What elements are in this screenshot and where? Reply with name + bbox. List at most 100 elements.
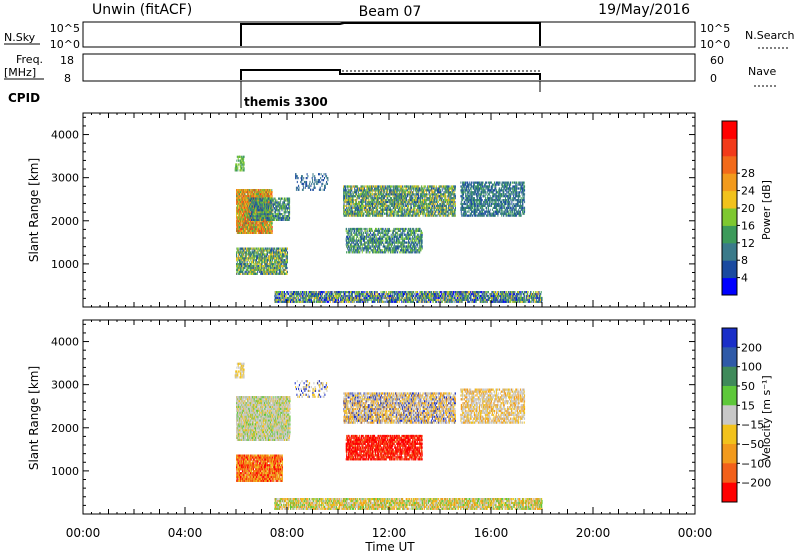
data-cell [284, 209, 286, 212]
data-cell [366, 197, 368, 200]
data-cell [278, 263, 280, 266]
data-cell [239, 196, 241, 200]
data-cell [271, 210, 273, 213]
data-cell [284, 203, 285, 206]
data-cell [312, 173, 314, 176]
data-cell [267, 194, 269, 198]
data-cell [271, 251, 273, 254]
data-cell [268, 265, 270, 268]
data-cell [383, 191, 385, 194]
data-cell [389, 185, 391, 188]
data-cell [380, 210, 382, 213]
data-cell [295, 177, 297, 180]
data-cell [253, 247, 255, 250]
data-cell [254, 257, 256, 260]
data-cell [256, 211, 258, 214]
data-cell [366, 185, 368, 188]
data-cell [276, 199, 278, 202]
data-cell [241, 159, 243, 162]
data-cell [242, 159, 244, 162]
data-cell [363, 193, 365, 196]
data-cell [256, 255, 258, 258]
data-cell [371, 212, 373, 215]
data-cell [384, 191, 386, 194]
data-cell [378, 206, 380, 209]
data-cell [249, 249, 251, 252]
data-cell [270, 249, 271, 252]
data-cell [258, 249, 260, 252]
data-cell [267, 209, 269, 212]
data-cell [258, 247, 260, 250]
data-cell [406, 185, 408, 188]
data-cell [243, 257, 245, 260]
data-cell [270, 218, 271, 221]
data-cell [271, 220, 273, 223]
data-cell [358, 193, 359, 196]
data-cell [274, 201, 276, 204]
data-cell [250, 203, 252, 206]
data-cell [243, 165, 245, 168]
data-cell [261, 196, 263, 200]
data-cell [366, 202, 368, 206]
nave-tick-top: 60 [710, 54, 724, 67]
data-cell [382, 195, 384, 198]
data-cell [270, 199, 272, 202]
data-cell [357, 202, 359, 206]
data-cell [401, 204, 403, 207]
data-cell [302, 184, 304, 187]
data-cell [324, 184, 326, 187]
data-cell [245, 231, 247, 234]
data-cell [279, 255, 281, 258]
data-cell [288, 197, 290, 200]
data-cell [405, 195, 407, 198]
data-cell [265, 207, 267, 210]
data-cell [249, 210, 251, 213]
data-cell [238, 194, 240, 198]
data-cell [357, 208, 359, 211]
data-cell [305, 177, 307, 180]
data-cell [295, 173, 297, 176]
data-cell [261, 272, 263, 275]
data-cell [272, 213, 274, 216]
data-cell [279, 201, 281, 204]
data-cell [265, 201, 267, 204]
data-cell [249, 268, 251, 271]
data-cell [269, 203, 271, 206]
data-cell [376, 185, 378, 188]
data-cell [276, 209, 278, 212]
data-cell [247, 257, 249, 260]
data-cell [256, 216, 258, 220]
data-cell [264, 261, 265, 264]
data-cell [263, 266, 265, 270]
data-cell [398, 210, 400, 213]
data-cell [366, 189, 368, 192]
data-cell [325, 175, 327, 178]
data-cell [410, 193, 412, 196]
data-cell [282, 247, 284, 250]
data-cell [271, 259, 273, 262]
data-cell [368, 197, 370, 200]
data-cell [389, 193, 391, 196]
data-cell [323, 173, 325, 176]
data-cell [282, 203, 284, 206]
data-cell [247, 257, 248, 260]
data-cell [272, 259, 274, 262]
data-cell [391, 214, 393, 217]
data-cell [248, 259, 250, 262]
data-cell [249, 213, 251, 216]
data-cell [408, 210, 410, 213]
data-cell [274, 247, 276, 250]
data-cell [254, 201, 256, 204]
data-cell [406, 212, 408, 215]
data-cell [270, 263, 272, 266]
data-cell [363, 199, 365, 202]
data-cell [251, 249, 253, 252]
data-cell [389, 189, 391, 192]
data-cell [401, 210, 403, 213]
data-cell [279, 197, 281, 200]
data-cell [351, 195, 353, 198]
data-cell [280, 266, 282, 270]
data-cell [278, 205, 280, 208]
data-cell [239, 266, 240, 270]
data-cell [369, 191, 371, 194]
